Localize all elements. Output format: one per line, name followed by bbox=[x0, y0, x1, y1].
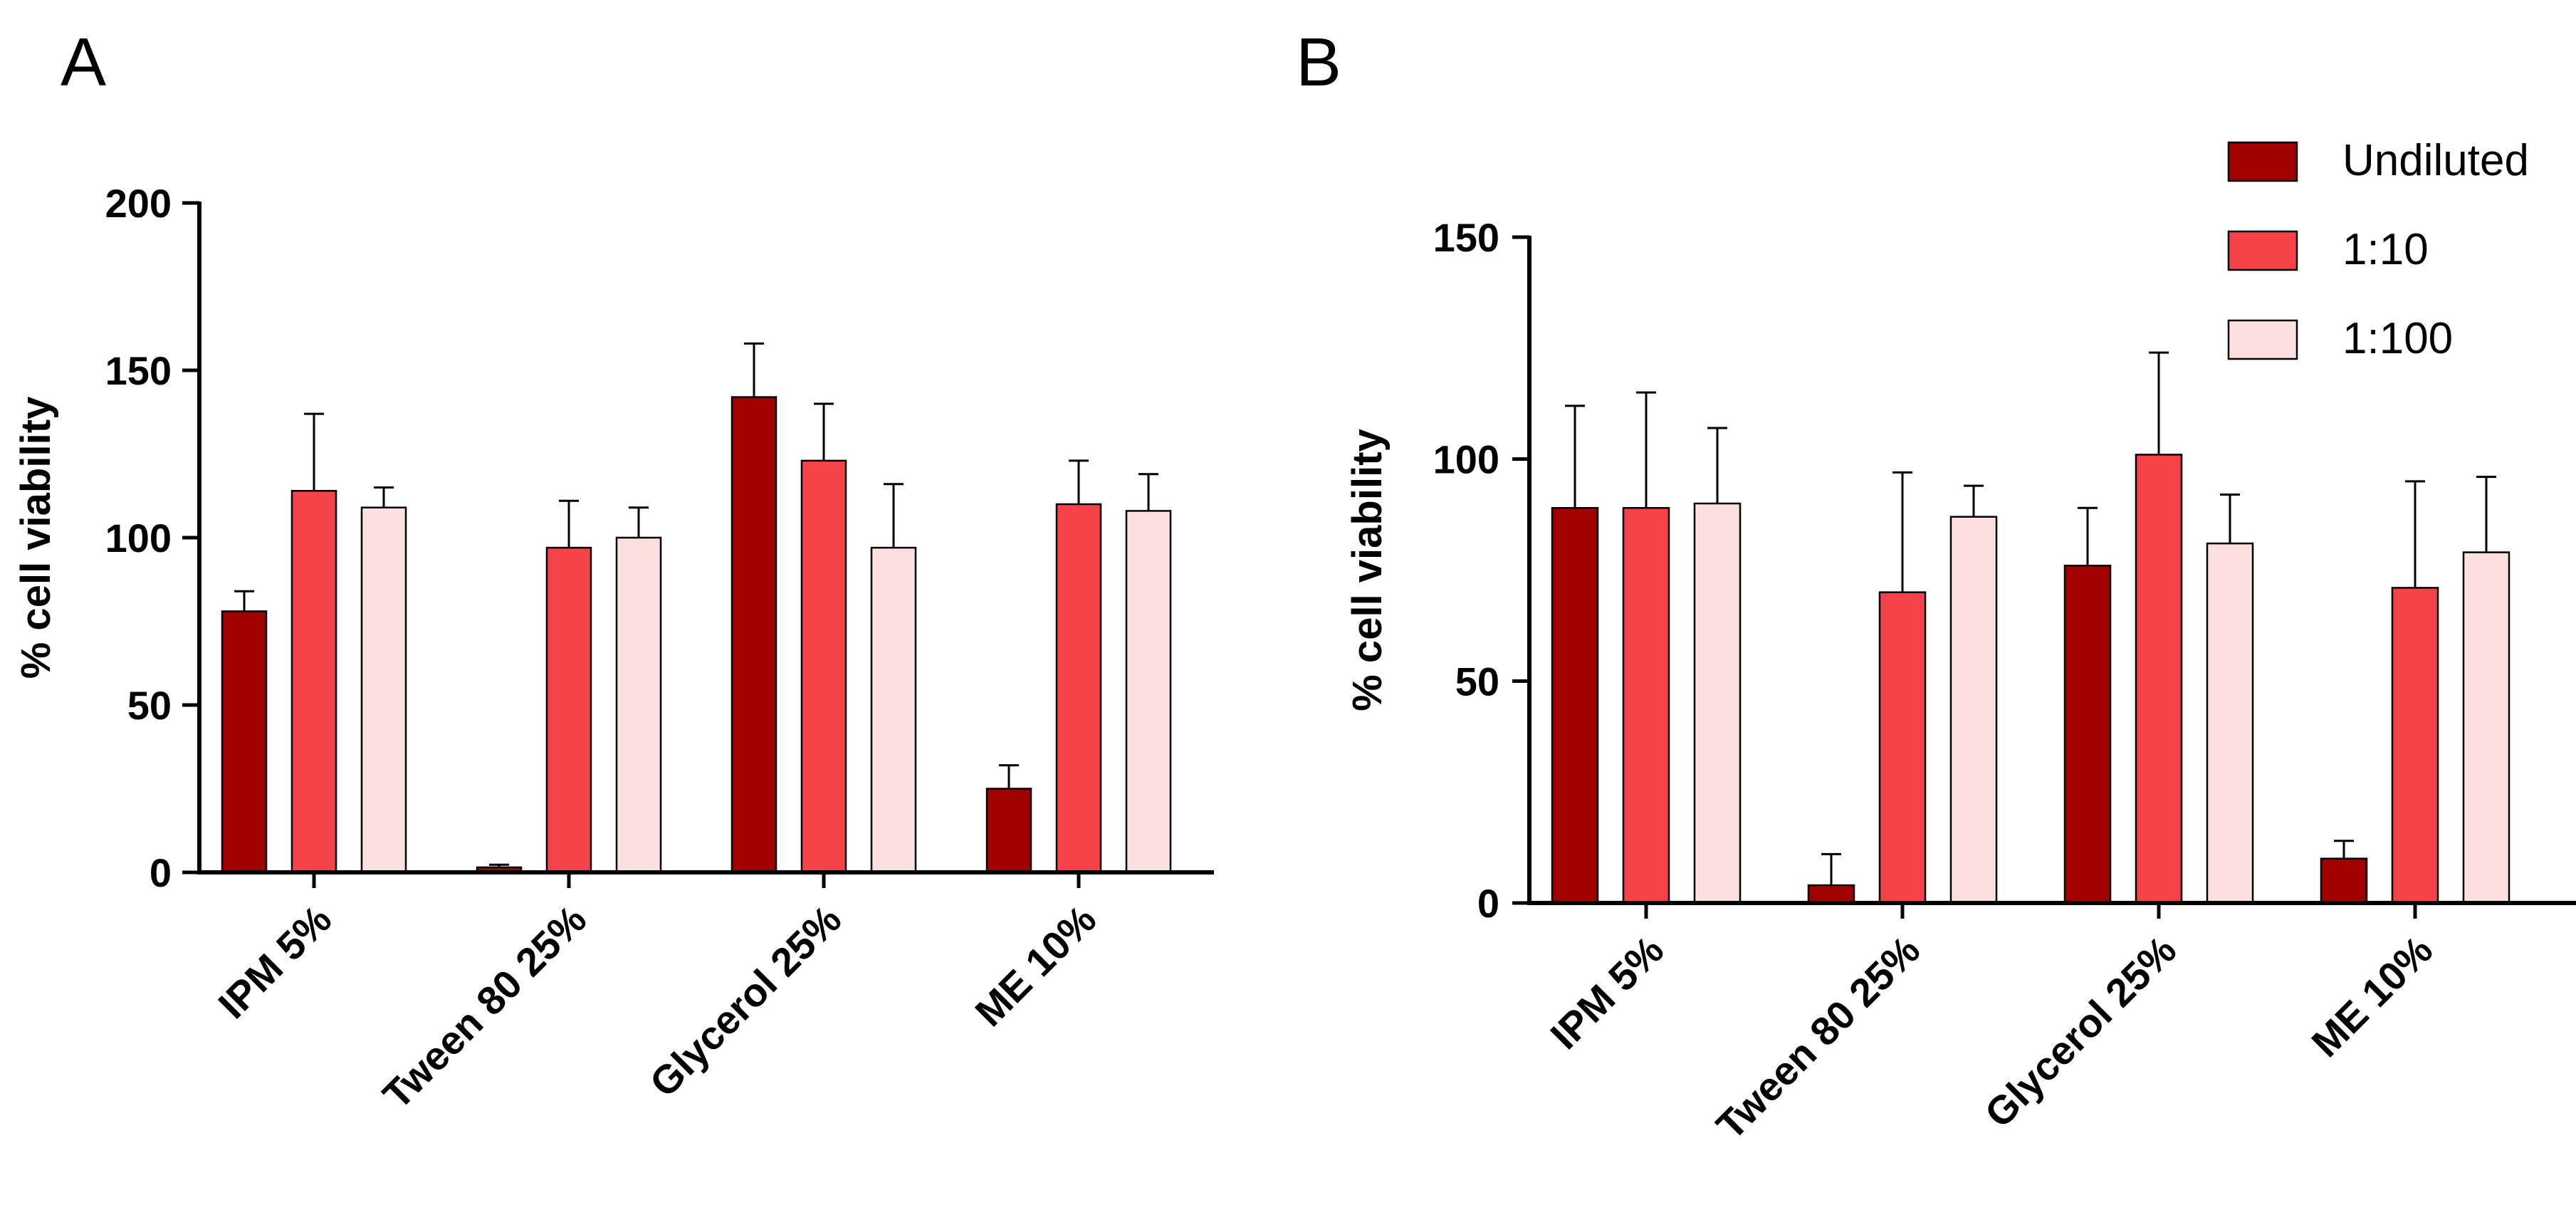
x-tick-label-3: ME 10% bbox=[2303, 927, 2441, 1065]
bar-undiluted-3 bbox=[2320, 857, 2368, 904]
legend-label-0: Undiluted bbox=[2342, 136, 2529, 185]
y-tick-label-0: 0 bbox=[1477, 881, 1499, 926]
bar-undiluted-2 bbox=[731, 396, 777, 874]
panel-b-letter: B bbox=[1296, 24, 1341, 100]
bar-1-10-0 bbox=[290, 489, 337, 874]
x-tick-label-0: IPM 5% bbox=[209, 897, 340, 1027]
panel-b-chart: B IPM 5% Tween 80 25% Glycerol 25% ME 10% 0 5… bbox=[1296, 24, 2576, 1148]
x-tick-label-2: Glycerol 25% bbox=[641, 897, 849, 1105]
x-tick-label-2: Glycerol 25% bbox=[1976, 927, 2184, 1136]
panel-a-chart: A IPM 5% Tween 80 25% Glycerol 25% ME 10% 0 5… bbox=[13, 24, 1214, 1117]
x-tick-label-1: Tween 80 25% bbox=[1707, 927, 1928, 1148]
y-tick-label-3: 150 bbox=[105, 348, 172, 393]
bar-undiluted-2 bbox=[2063, 565, 2112, 904]
bar-undiluted-3 bbox=[985, 788, 1032, 874]
bar-1-100-3 bbox=[2462, 551, 2510, 904]
y-tick-label-4: 200 bbox=[105, 181, 172, 226]
bar-1-10-0 bbox=[1622, 506, 1670, 904]
bar-1-10-1 bbox=[1878, 591, 1927, 904]
legend: Undiluted 1:10 1:100 bbox=[2227, 136, 2529, 363]
bar-1-100-0 bbox=[1693, 502, 1742, 904]
bar-undiluted-0 bbox=[1551, 506, 1599, 904]
legend-swatch-0 bbox=[2227, 141, 2298, 182]
legend-swatch-1 bbox=[2227, 230, 2298, 271]
x-tick-label-0: IPM 5% bbox=[1541, 927, 1672, 1058]
bar-1-10-2 bbox=[2135, 454, 2183, 904]
x-tick-label-3: ME 10% bbox=[966, 897, 1104, 1035]
bar-undiluted-0 bbox=[221, 610, 268, 874]
panel-a-letter: A bbox=[61, 24, 106, 100]
bar-1-100-3 bbox=[1125, 510, 1172, 874]
bar-1-100-2 bbox=[2206, 542, 2254, 904]
bar-1-100-1 bbox=[1949, 516, 1998, 904]
y-axis-title: % cell viability bbox=[13, 397, 59, 679]
bar-1-100-0 bbox=[360, 506, 407, 874]
bar-1-100-2 bbox=[870, 546, 917, 874]
bar-1-10-3 bbox=[2391, 587, 2439, 904]
x-tick-label-1: Tween 80 25% bbox=[374, 897, 595, 1117]
bar-undiluted-1 bbox=[1807, 884, 1855, 904]
y-tick-label-3: 150 bbox=[1433, 215, 1499, 260]
y-tick-label-1: 50 bbox=[1455, 659, 1499, 704]
y-tick-label-1: 50 bbox=[127, 683, 172, 728]
y-tick-label-2: 100 bbox=[105, 516, 172, 560]
y-tick-label-2: 100 bbox=[1433, 437, 1499, 482]
bar-1-10-2 bbox=[800, 459, 847, 874]
legend-label-2: 1:100 bbox=[2342, 314, 2453, 363]
bar-1-10-3 bbox=[1055, 503, 1102, 874]
legend-label-1: 1:10 bbox=[2342, 225, 2429, 274]
y-tick-label-0: 0 bbox=[150, 850, 172, 895]
bar-1-10-1 bbox=[545, 546, 592, 874]
legend-swatch-2 bbox=[2227, 319, 2298, 360]
y-axis-title: % cell viability bbox=[1344, 429, 1391, 711]
bar-1-100-1 bbox=[615, 536, 662, 874]
